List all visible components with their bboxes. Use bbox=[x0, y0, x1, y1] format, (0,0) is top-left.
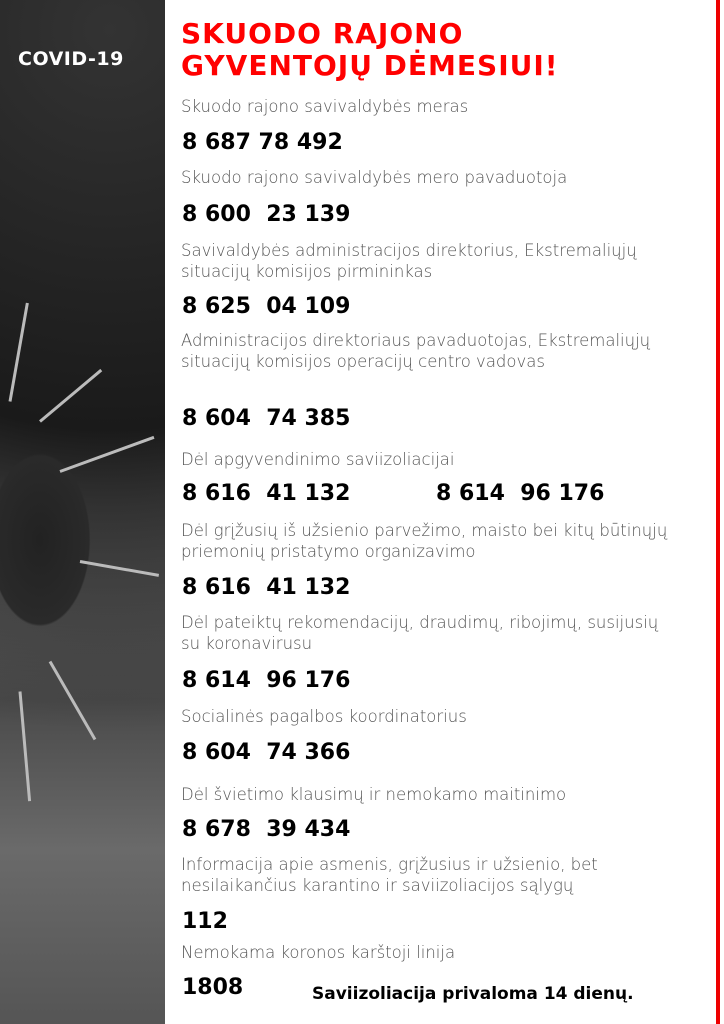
phone-number: 8 678 39 434 bbox=[182, 817, 351, 842]
contact-label: Socialinės pagalbos koordinatorius bbox=[181, 707, 467, 726]
contact-label: Nemokama koronos karštoji linija bbox=[181, 943, 456, 962]
contact-label: Administracijos direktoriaus pavaduotoja… bbox=[181, 331, 651, 371]
red-border bbox=[716, 0, 720, 1024]
phone-number: 8 616 41 132 bbox=[182, 481, 351, 506]
phone-number: 8 625 04 109 bbox=[182, 294, 351, 319]
phone-number: 8 604 74 385 bbox=[182, 406, 351, 431]
footer-note: Saviizoliacija privaloma 14 dienų. bbox=[312, 984, 634, 1004]
phone-number: 8 600 23 139 bbox=[182, 202, 351, 227]
phone-number: 8 604 74 366 bbox=[182, 740, 351, 765]
title-line-1: SKUODO RAJONO bbox=[181, 17, 464, 50]
phone-number-2: 8 614 96 176 bbox=[436, 481, 605, 506]
phone-number: 8 687 78 492 bbox=[182, 130, 343, 155]
phone-number: 8 616 41 132 bbox=[182, 575, 351, 600]
contact-label: Dėl grįžusių iš užsienio parvežimo, mais… bbox=[181, 521, 668, 561]
phone-number: 112 bbox=[182, 909, 228, 934]
page-title: SKUODO RAJONO GYVENTOJŲ DĖMESIUI! bbox=[181, 18, 559, 82]
phone-number: 8 614 96 176 bbox=[182, 668, 351, 693]
contact-label: Informacija apie asmenis, grįžusius ir u… bbox=[181, 855, 598, 895]
contact-label: Skuodo rajono savivaldybės meras bbox=[181, 97, 469, 116]
phone-number: 1808 bbox=[182, 975, 244, 1000]
virus-image-panel bbox=[0, 0, 165, 1024]
title-line-2: GYVENTOJŲ DĖMESIUI! bbox=[181, 49, 559, 82]
contact-label: Dėl apgyvendinimo saviizoliacijai bbox=[181, 450, 455, 469]
contact-label: Savivaldybės administracijos direktorius… bbox=[181, 241, 637, 281]
contact-label: Dėl švietimo klausimų ir nemokamo maitin… bbox=[181, 785, 567, 804]
contact-label: Dėl pateiktų rekomendacijų, draudimų, ri… bbox=[181, 613, 659, 653]
contact-label: Skuodo rajono savivaldybės mero pavaduot… bbox=[181, 168, 568, 187]
covid-badge: COVID-19 bbox=[18, 48, 124, 70]
